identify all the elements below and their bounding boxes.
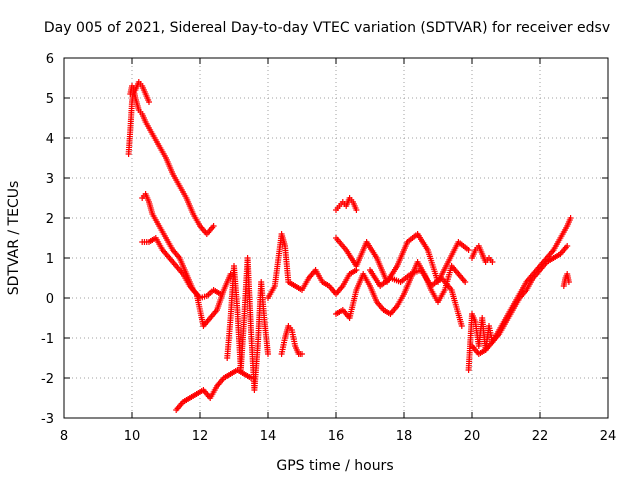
data-point — [462, 279, 469, 285]
data-point — [146, 99, 152, 105]
chart-title: Day 005 of 2021, Sidereal Day-to-day VTE… — [44, 20, 610, 36]
data-point — [265, 351, 271, 357]
y-tick-label: 3 — [46, 172, 54, 187]
y-tick-label: 4 — [46, 132, 54, 147]
x-tick-label: 20 — [464, 429, 481, 444]
series-track-c — [139, 191, 224, 301]
data-point — [567, 215, 574, 221]
y-tick-label: 2 — [46, 212, 54, 227]
data-point — [489, 259, 496, 265]
x-tick-label: 16 — [328, 429, 345, 444]
series-track-e — [173, 367, 254, 413]
series-track-h — [278, 323, 305, 357]
grid — [64, 58, 608, 418]
x-axis-label: GPS time / hours — [276, 458, 393, 474]
y-tick-label: -1 — [41, 332, 54, 347]
data-point — [458, 323, 465, 329]
data-point — [353, 207, 360, 213]
series-track-l — [367, 267, 465, 329]
series-track-d — [139, 235, 234, 329]
series-track-i — [333, 195, 360, 213]
x-tick-label: 8 — [60, 429, 68, 444]
y-tick-label: 5 — [46, 92, 54, 107]
data-point — [299, 351, 305, 357]
y-tick-label: -2 — [41, 372, 54, 387]
series-track-g — [265, 231, 360, 301]
series-track-j — [333, 259, 469, 321]
series-track-p — [560, 271, 572, 289]
data-point — [564, 243, 571, 249]
x-tick-label: 24 — [600, 429, 617, 444]
data-point — [210, 223, 217, 229]
x-tick-label: 10 — [124, 429, 141, 444]
series-track-a — [125, 87, 217, 237]
data-point — [565, 279, 572, 285]
x-tick-label: 14 — [260, 429, 277, 444]
y-axis-label: SDTVAR / TECUs — [6, 181, 22, 296]
y-tick-label: 6 — [46, 52, 54, 67]
series-track-b — [127, 79, 152, 105]
series-track-m — [469, 243, 496, 265]
y-tick-label: 0 — [46, 292, 54, 307]
series-track-f — [224, 255, 271, 393]
x-tick-label: 12 — [192, 429, 209, 444]
x-tick-label: 18 — [396, 429, 413, 444]
y-tick-label: 1 — [46, 252, 54, 267]
data-point — [248, 375, 254, 381]
data-point — [465, 247, 472, 253]
y-tick-label: -3 — [41, 412, 54, 427]
data-points — [125, 79, 574, 413]
series-track-o — [469, 215, 574, 357]
x-tick-label: 22 — [532, 429, 549, 444]
